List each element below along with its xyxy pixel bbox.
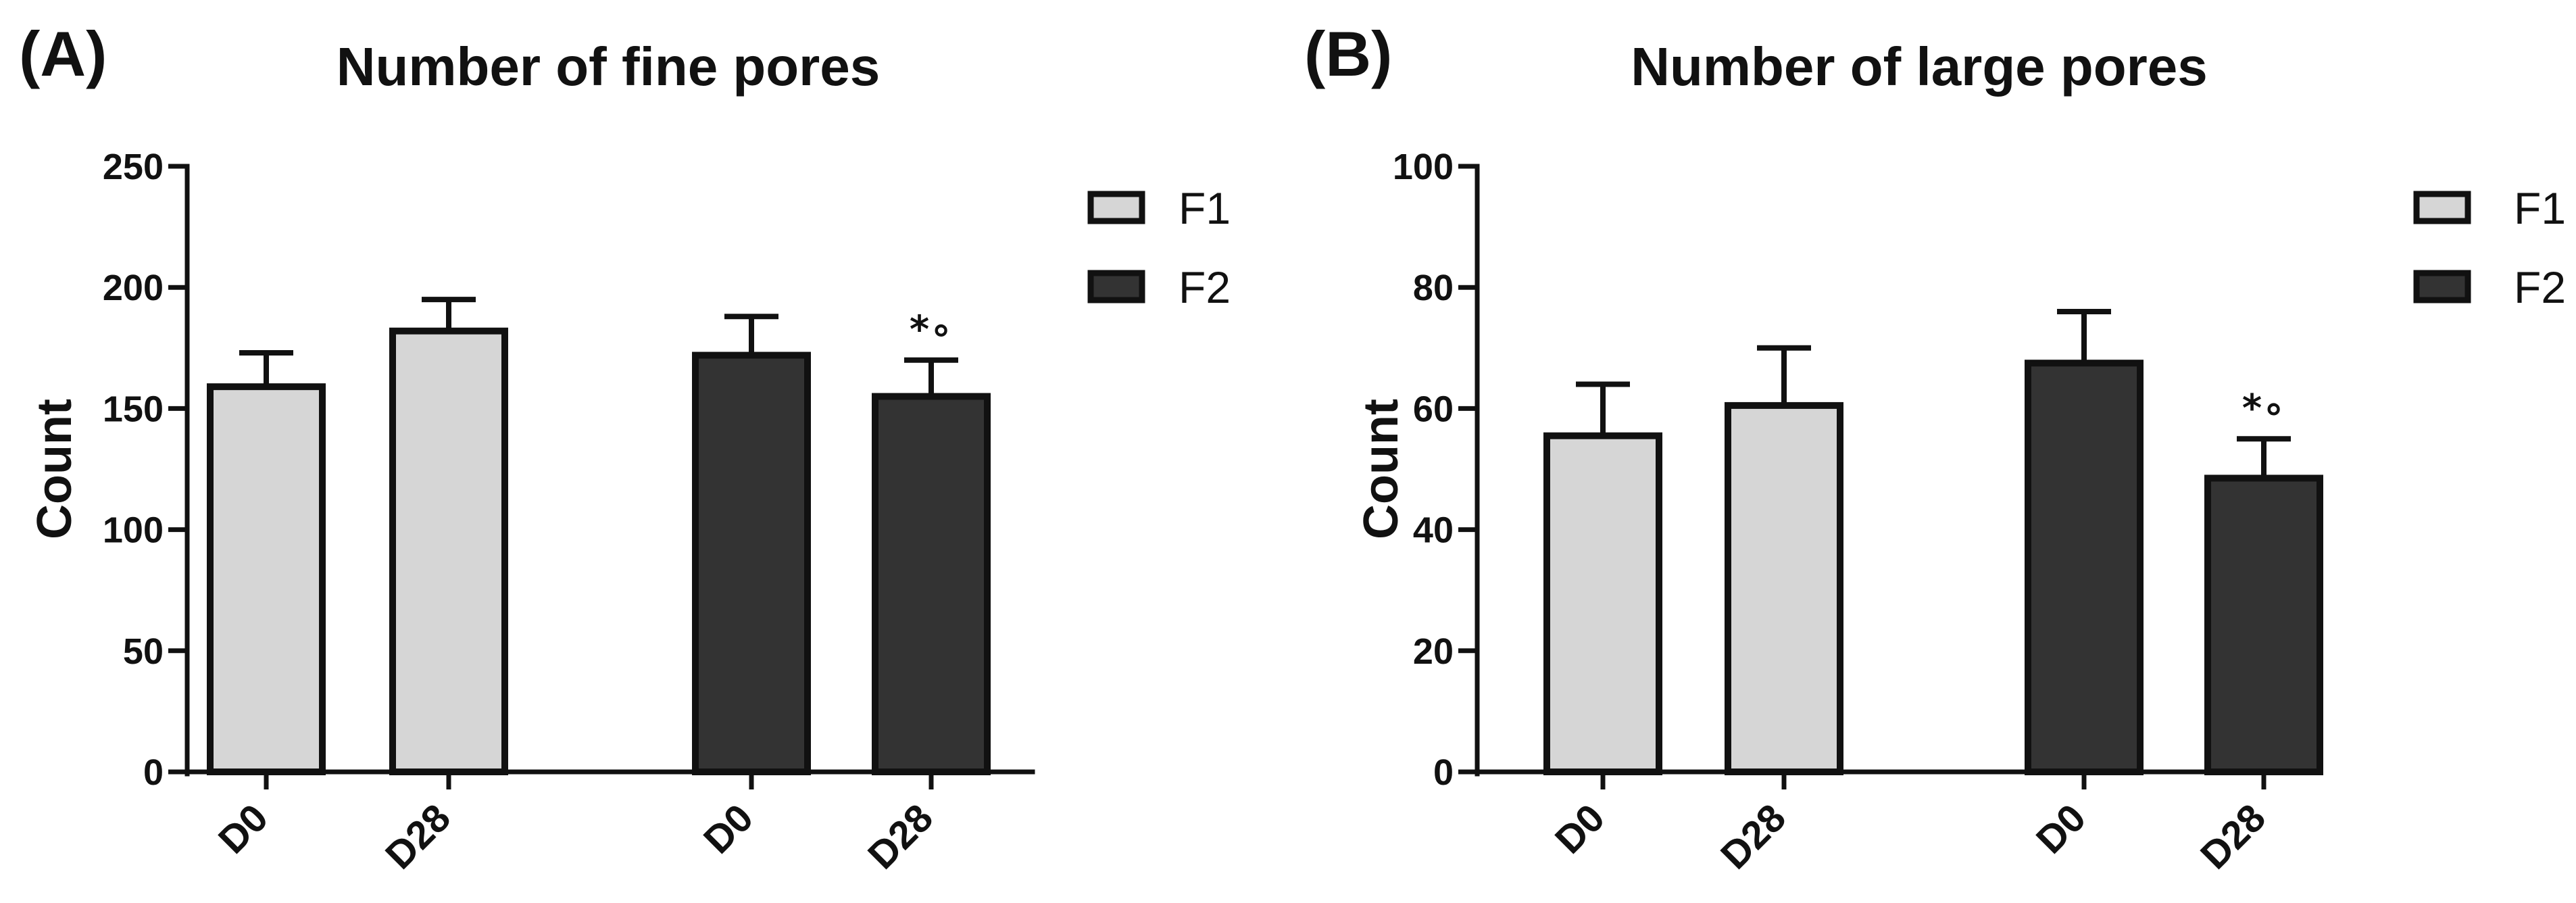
y-tick-label: 20 — [1413, 631, 1454, 672]
significance-annotation: *∘ — [910, 308, 953, 352]
bar-f1-d0 — [207, 383, 326, 775]
chart-panel-a: (A) Number of fine pores Count 0 50 100 150 200… — [19, 18, 1231, 877]
legend-label: F2 — [2514, 262, 2566, 312]
y-tick-label: 250 — [103, 147, 164, 187]
chart-title: Number of fine pores — [337, 36, 881, 97]
legend-swatch-f2 — [2413, 270, 2471, 303]
legend-label: F2 — [1179, 262, 1231, 312]
y-tick-label: 80 — [1413, 268, 1454, 308]
legend-swatch-f1 — [2413, 191, 2471, 224]
y-tick-label: 40 — [1413, 510, 1454, 551]
bar-f1-d28 — [1725, 401, 1843, 775]
y-tick-label: 100 — [103, 510, 164, 551]
legend-swatch-f2 — [1087, 270, 1145, 303]
bar-f2-d28 — [872, 393, 991, 775]
legend-label: F1 — [1179, 183, 1231, 233]
legend-swatch-f1 — [1087, 191, 1145, 224]
y-tick-label: 50 — [123, 631, 164, 672]
y-tick-label: 0 — [1433, 752, 1454, 793]
significance-annotation: *∘ — [2242, 387, 2285, 431]
legend-label: F1 — [2514, 183, 2566, 233]
bar-f2-d0 — [2025, 360, 2144, 775]
bar-f1-d0 — [1543, 432, 1662, 775]
y-tick-label: 60 — [1413, 389, 1454, 429]
chart-title: Number of large pores — [1631, 36, 2208, 97]
bar-f2-d0 — [692, 351, 811, 775]
bar-f1-d28 — [389, 327, 508, 776]
y-tick-label: 0 — [143, 752, 164, 793]
y-tick-label: 200 — [103, 268, 164, 308]
y-axis-label: Count — [1354, 399, 1408, 539]
y-axis-label: Count — [28, 399, 82, 539]
panel-label: (A) — [19, 18, 107, 89]
y-tick-label: 150 — [103, 389, 164, 429]
y-tick-label: 100 — [1393, 147, 1454, 187]
chart-panel-b: (B) Number of large pores Count 0 20 40 60 80 10… — [1304, 18, 2566, 877]
bar-f2-d28 — [2204, 474, 2323, 775]
panel-label: (B) — [1304, 18, 1393, 89]
